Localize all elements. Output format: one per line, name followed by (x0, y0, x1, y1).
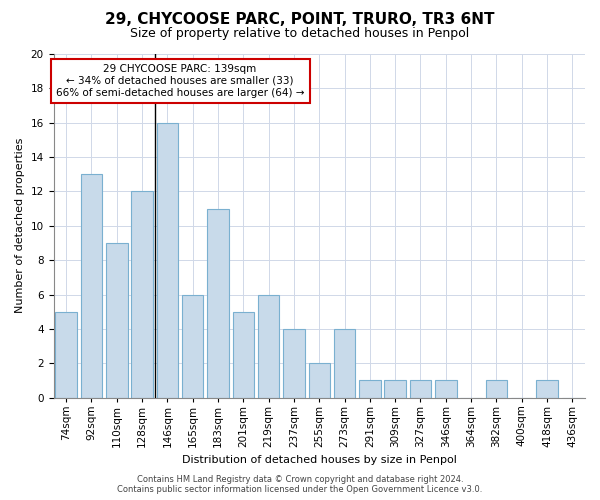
Bar (182, 294, 203, 398)
Bar (233, 312, 254, 398)
Text: 29 CHYCOOSE PARC: 139sqm
← 34% of detached houses are smaller (33)
66% of semi-d: 29 CHYCOOSE PARC: 139sqm ← 34% of detach… (56, 64, 304, 98)
Bar (55, 312, 77, 398)
Bar (410, 380, 431, 398)
Bar (385, 380, 406, 398)
Y-axis label: Number of detached properties: Number of detached properties (15, 138, 25, 314)
Bar (334, 329, 355, 398)
Bar (359, 380, 380, 398)
Bar (258, 294, 280, 398)
X-axis label: Distribution of detached houses by size in Penpol: Distribution of detached houses by size … (182, 455, 457, 465)
Text: 29, CHYCOOSE PARC, POINT, TRURO, TR3 6NT: 29, CHYCOOSE PARC, POINT, TRURO, TR3 6NT (105, 12, 495, 28)
Bar (283, 329, 305, 398)
Bar (308, 363, 330, 398)
Bar (106, 243, 128, 398)
Bar (157, 122, 178, 398)
Text: Size of property relative to detached houses in Penpol: Size of property relative to detached ho… (130, 28, 470, 40)
Bar (435, 380, 457, 398)
Bar (536, 380, 558, 398)
Bar (207, 208, 229, 398)
Bar (485, 380, 507, 398)
Text: Contains HM Land Registry data © Crown copyright and database right 2024.
Contai: Contains HM Land Registry data © Crown c… (118, 474, 482, 494)
Bar (131, 192, 153, 398)
Bar (81, 174, 102, 398)
